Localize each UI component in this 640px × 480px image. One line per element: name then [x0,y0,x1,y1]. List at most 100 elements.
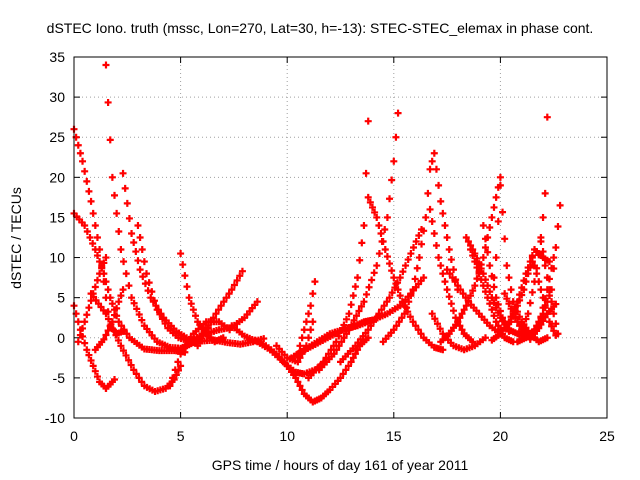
data-point [136,234,144,241]
data-point [217,302,225,310]
data-point [182,342,190,350]
data-point [91,367,99,375]
data-point [505,300,513,308]
data-point [128,294,136,302]
data-point [350,316,358,324]
data-point [516,322,524,330]
data-point [125,214,133,222]
data-point [522,315,530,323]
data-point [541,262,549,270]
axis-ticks: 0 5 10 15 20 25 -10 -5 0 5 10 15 20 25 30 35 [45,49,615,444]
data-point [414,326,422,334]
data-point [462,234,470,241]
data-point [305,334,313,342]
y-tick-label: 30 [49,89,65,105]
data-point [554,222,562,230]
data-point [420,274,428,282]
data-point [399,268,407,276]
data-point [145,279,153,287]
data-point [81,339,89,347]
data-point [456,314,464,322]
data-point [507,318,515,326]
data-point [403,304,411,312]
data-point [166,382,174,390]
data-point [177,362,185,370]
data-point [360,298,368,306]
data-point [432,242,440,250]
data-point [449,266,457,274]
data-point [91,283,99,291]
data-point [74,141,82,149]
data-point [117,342,125,350]
data-point [377,229,385,237]
data-point [102,278,110,286]
x-axis-label: GPS time / hours of day 161 of year 2011 [212,457,469,473]
data-point [135,311,143,319]
data-point [426,205,434,213]
data-point [133,305,141,313]
data-point [428,310,436,318]
data-point [347,301,355,309]
data-point [488,294,496,302]
data-point [383,253,391,261]
data-point [503,295,511,303]
data-point [174,358,182,366]
data-point [492,254,500,262]
data-point [398,298,406,306]
data-point [437,262,445,270]
data-point [533,270,541,278]
data-point [339,370,347,378]
data-point [437,197,445,205]
data-point [375,250,383,258]
data-point [122,351,130,359]
data-point [338,338,346,346]
data-point [104,98,112,106]
data-point [392,280,400,288]
data-point [300,326,308,334]
data-point [83,311,91,319]
series-1 [70,302,110,392]
data-point [130,299,138,307]
data-point [364,334,372,342]
data-point [187,334,195,342]
data-point [330,350,338,358]
data-point [91,221,99,229]
data-point [550,310,558,318]
data-point [215,306,223,314]
data-point [539,294,547,302]
data-point [342,366,350,374]
data-point [102,310,110,318]
data-point [207,318,215,326]
data-point [355,307,363,315]
data-point [357,302,365,310]
data-point [351,283,359,291]
data-point [381,225,389,233]
series-5 [74,254,110,346]
data-point [292,374,300,382]
data-point [138,316,146,324]
data-point [343,330,351,338]
data-point [496,307,504,315]
data-point [541,189,549,197]
data-point [181,272,189,280]
data-point [481,235,489,243]
data-point [481,334,489,342]
data-point [526,299,534,307]
data-point [471,258,479,266]
data-point [102,61,110,69]
data-point [481,288,489,296]
data-point [81,318,89,326]
data-point [462,294,470,302]
data-point [420,227,428,235]
data-point [479,282,487,290]
data-point [230,281,238,289]
data-point [114,336,122,344]
data-point [381,246,389,254]
data-point [138,246,146,254]
data-point [309,290,317,298]
data-point [405,298,413,306]
data-point [398,314,406,322]
data-point [524,270,532,278]
data-point [552,244,560,252]
grid-lines [74,57,607,418]
